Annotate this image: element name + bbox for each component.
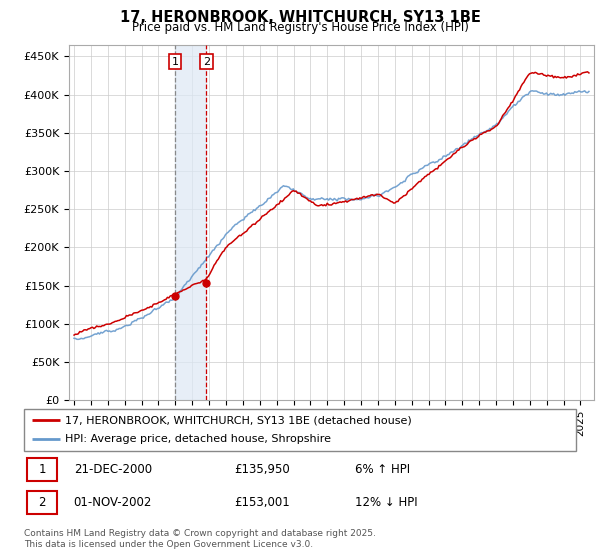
Text: 2: 2 xyxy=(38,496,46,509)
Text: £153,001: £153,001 xyxy=(234,496,290,509)
Text: £135,950: £135,950 xyxy=(234,463,290,476)
Text: HPI: Average price, detached house, Shropshire: HPI: Average price, detached house, Shro… xyxy=(65,435,331,445)
Text: 17, HERONBROOK, WHITCHURCH, SY13 1BE: 17, HERONBROOK, WHITCHURCH, SY13 1BE xyxy=(119,10,481,25)
FancyBboxPatch shape xyxy=(24,409,576,451)
Text: Price paid vs. HM Land Registry's House Price Index (HPI): Price paid vs. HM Land Registry's House … xyxy=(131,21,469,34)
Text: 12% ↓ HPI: 12% ↓ HPI xyxy=(355,496,418,509)
Text: 1: 1 xyxy=(38,463,46,476)
FancyBboxPatch shape xyxy=(27,491,57,514)
FancyBboxPatch shape xyxy=(27,458,57,481)
Text: 17, HERONBROOK, WHITCHURCH, SY13 1BE (detached house): 17, HERONBROOK, WHITCHURCH, SY13 1BE (de… xyxy=(65,415,412,425)
Text: 6% ↑ HPI: 6% ↑ HPI xyxy=(355,463,410,476)
Bar xyxy=(175,45,206,400)
Text: Contains HM Land Registry data © Crown copyright and database right 2025.
This d: Contains HM Land Registry data © Crown c… xyxy=(24,529,376,549)
Text: 21-DEC-2000: 21-DEC-2000 xyxy=(74,463,152,476)
Text: 1: 1 xyxy=(172,57,178,67)
Text: 01-NOV-2002: 01-NOV-2002 xyxy=(74,496,152,509)
Text: 2: 2 xyxy=(203,57,210,67)
